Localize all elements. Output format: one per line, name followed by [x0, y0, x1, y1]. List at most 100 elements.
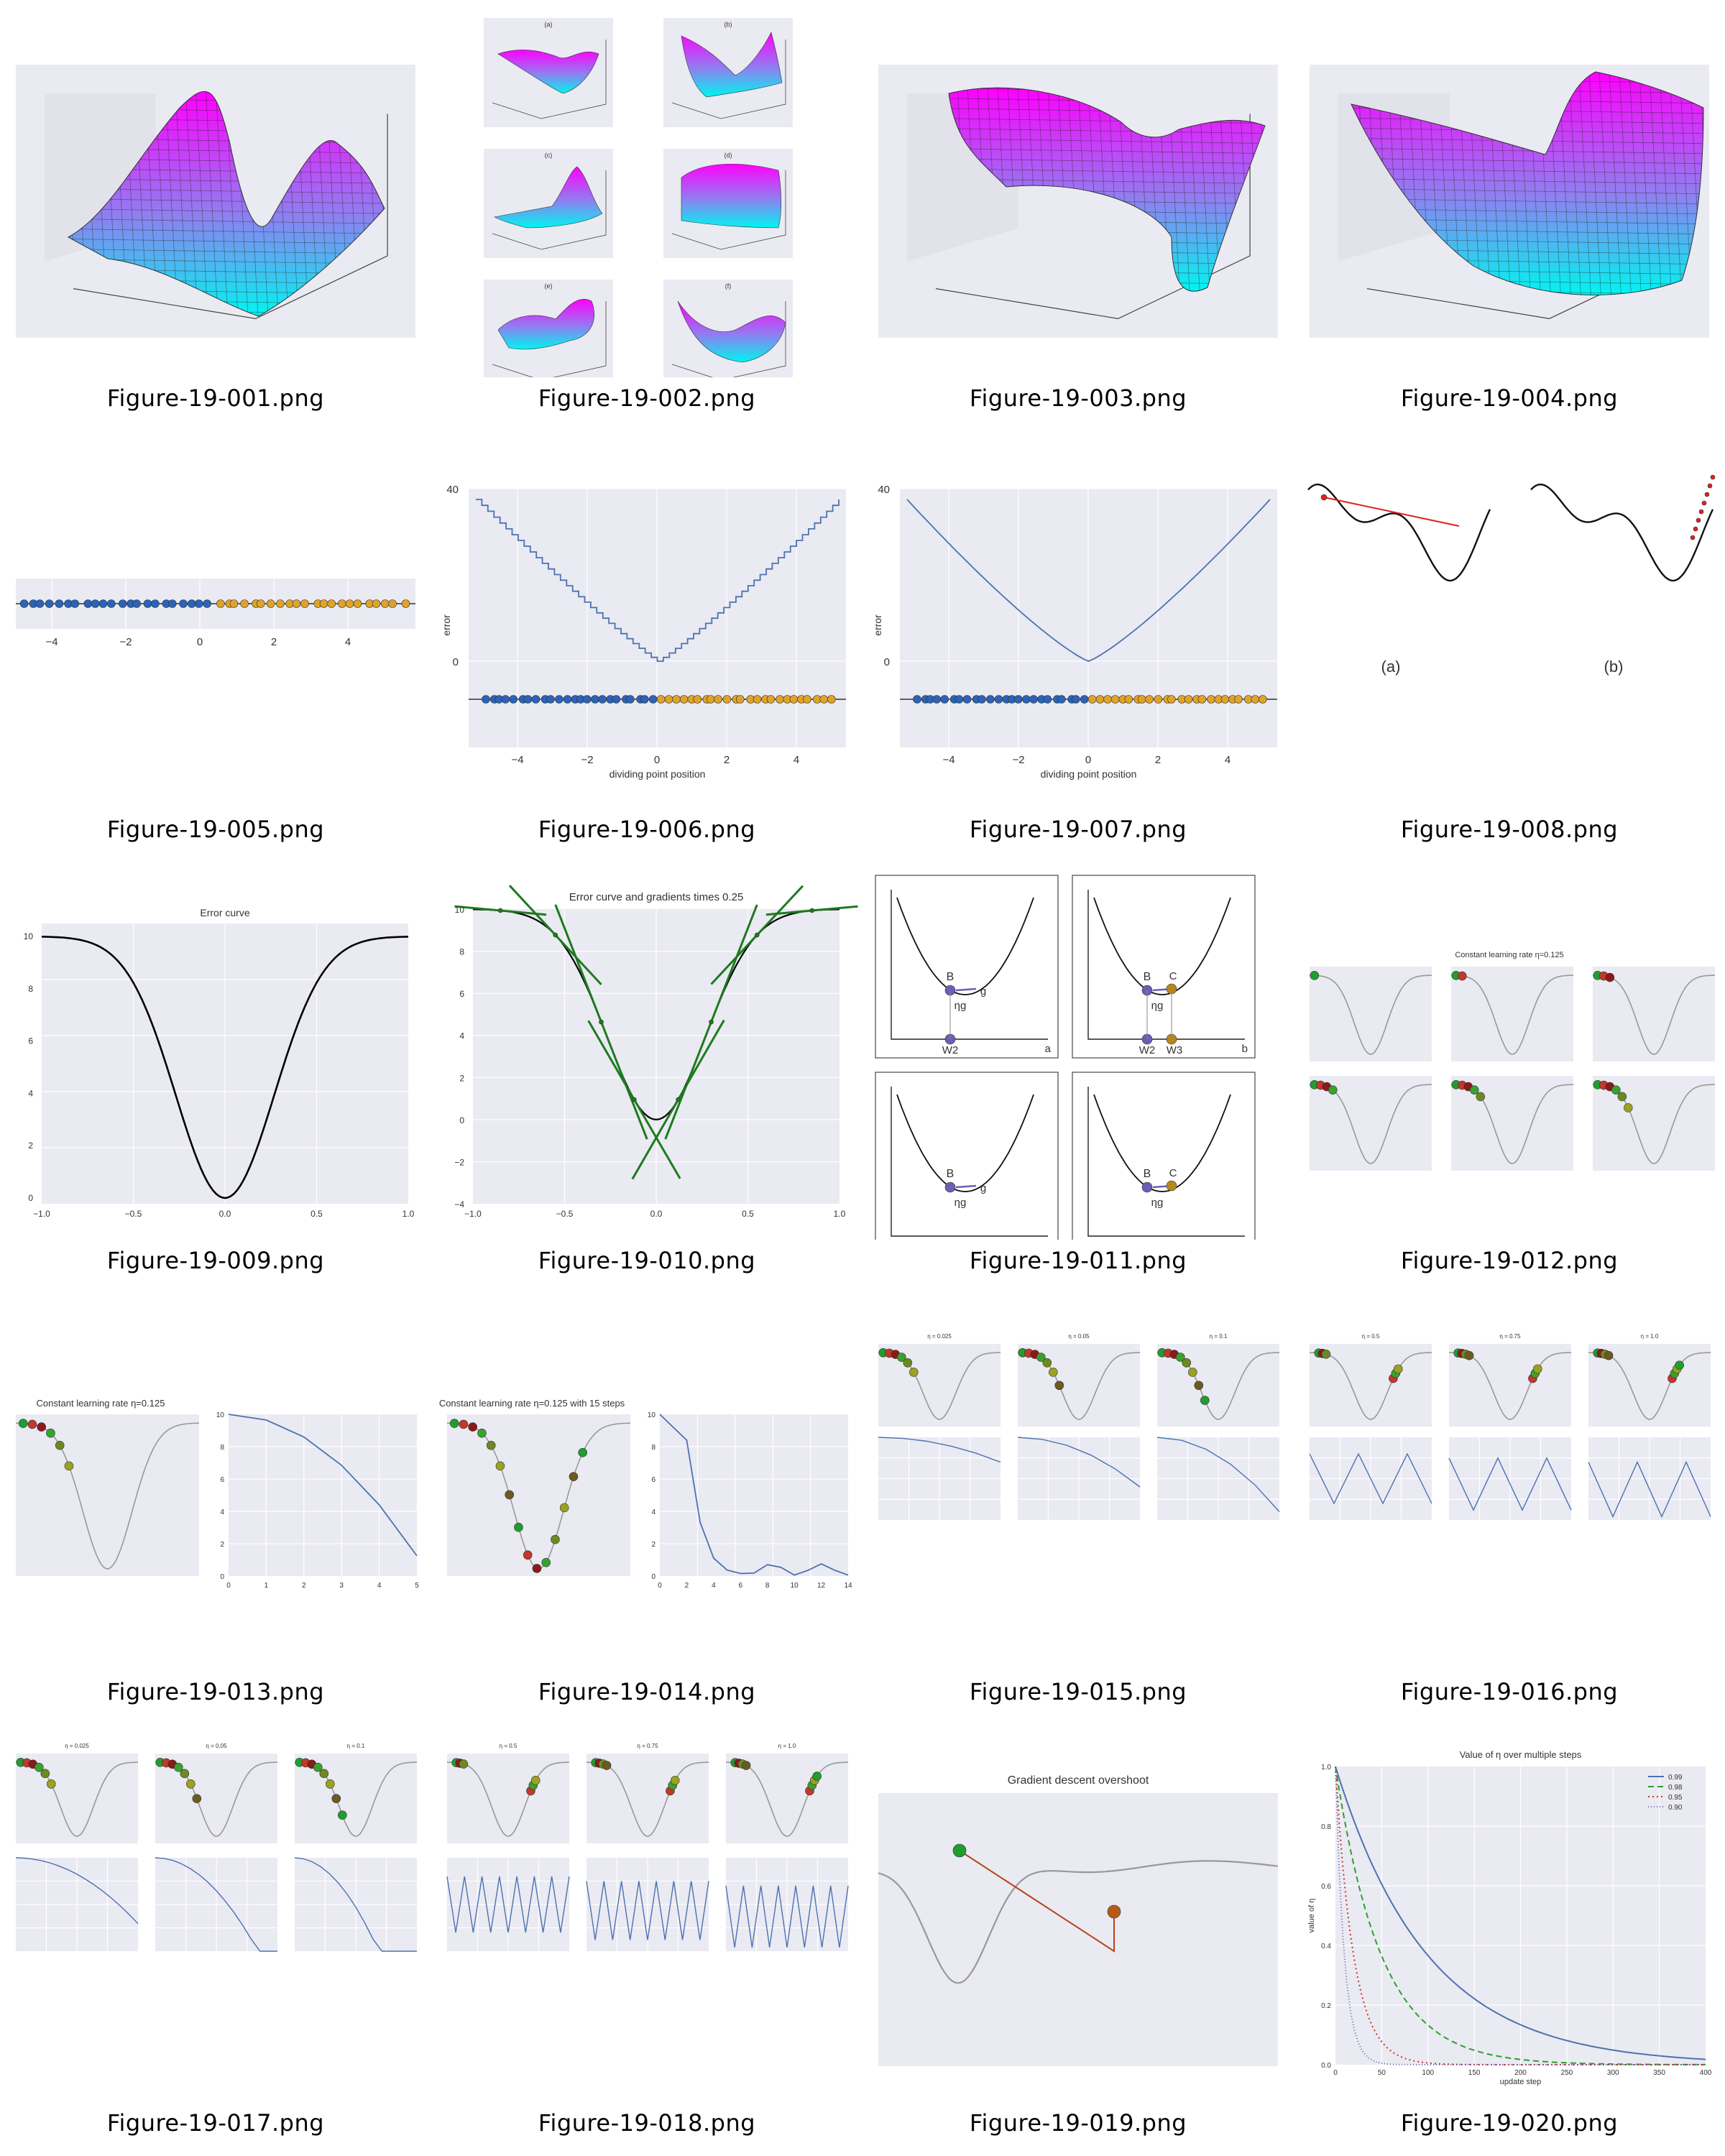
- surface-fill: [497, 299, 594, 350]
- step-dot: [741, 1761, 751, 1770]
- file-thumbnail[interactable]: (a) (b) (c) (d) (e) (f) Figure-19-002.png: [431, 0, 862, 431]
- file-thumbnail[interactable]: Constant learning rate η=0.125 Figure-19-…: [1294, 862, 1725, 1294]
- thumbnail-image[interactable]: (a) (b): [1294, 431, 1725, 808]
- step-dot: [337, 1810, 347, 1820]
- file-thumbnail[interactable]: −4 −2 0 2 4 Figure-19-005.png: [0, 431, 431, 862]
- x-tick-label: 300: [1607, 2069, 1619, 2077]
- file-name-label: Figure-19-019.png: [969, 2109, 1187, 2137]
- thumbnail-image[interactable]: η = 0.5 η = 0.75 η = 1.0: [1294, 1294, 1725, 1671]
- thumbnail-image[interactable]: Value of η over multiple steps 0.99 0.98 0.…: [1294, 1725, 1725, 2102]
- file-thumbnail[interactable]: Constant learning rate η=0.125 10 8 6 4 2 0 0 1 2…: [0, 1294, 431, 1725]
- thumbnail-image[interactable]: (a) (b) (c) (d) (e) (f): [431, 0, 862, 377]
- file-name-label: Figure-19-013.png: [106, 1678, 325, 1705]
- sample-dot: [300, 599, 309, 608]
- thumbnail-image[interactable]: BgηgW2aBCηgW2W3bBgηgcBCηgd: [862, 862, 1294, 1240]
- thumbnail-image[interactable]: Error curve and gradients times 0.25 10 8 6…: [431, 862, 862, 1240]
- sample-dot: [55, 599, 64, 608]
- dots-plot: −4 −2 0 2 4: [16, 579, 415, 648]
- step-dot: [1328, 1085, 1338, 1095]
- step-dot: [64, 1461, 74, 1471]
- sample-dot: [1110, 695, 1120, 704]
- thumbnail-image[interactable]: Error curve 10 8 6 4 2 0 −1.0 −0.5 0.0 0.5 1.0: [0, 862, 431, 1240]
- thumbnail-graphic: [878, 65, 1278, 338]
- file-thumbnail[interactable]: Error curve and gradients times 0.25 10 8 6…: [431, 862, 862, 1294]
- subplot-background: [1310, 1344, 1432, 1427]
- label-b: B: [1144, 971, 1151, 983]
- x-tick-label: 4: [1225, 754, 1230, 766]
- thumbnail-image[interactable]: 40 0 −4 −2 0 2 4 dividing point position error: [431, 431, 862, 808]
- thumbnail-image[interactable]: [1294, 0, 1725, 377]
- thumbnail-graphic: η = 0.025 η = 0.05 η = 0.1: [15, 1743, 417, 1952]
- file-thumbnail[interactable]: (a) (b) Figure-19-008.png: [1294, 431, 1725, 862]
- axis-frame: [73, 114, 388, 320]
- loss-curve: [155, 1857, 277, 1952]
- decay-curve: [1335, 1766, 1706, 2065]
- x-tick-label: −1.0: [33, 1209, 50, 1219]
- sample-dot: [1137, 695, 1146, 704]
- start-point: [1320, 494, 1328, 501]
- file-thumbnail[interactable]: BgηgW2aBCηgW2W3bBgηgcBCηgdFigure-19-011.…: [862, 862, 1294, 1294]
- thumbnail-image[interactable]: −4 −2 0 2 4: [0, 431, 431, 808]
- file-thumbnail[interactable]: Figure-19-001.png: [0, 0, 431, 431]
- file-thumbnail[interactable]: η = 0.5 η = 0.75 η = 1.0 Figure-19-016.png: [1294, 1294, 1725, 1725]
- file-thumbnail[interactable]: Constant learning rate η=0.125 with 15 s…: [431, 1294, 862, 1725]
- file-thumbnail[interactable]: η = 0.025 η = 0.05 η = 0.1 Figure-19-015.pn…: [862, 1294, 1294, 1725]
- chart-title: Error curve and gradients times 0.25: [569, 891, 744, 903]
- line-plot: Error curve and gradients times 0.25 10 8 6…: [454, 885, 858, 1219]
- thumbnail-image[interactable]: 40 0 −4 −2 0 2 4 dividing point position error: [862, 431, 1294, 808]
- file-name-label: Figure-19-002.png: [538, 384, 756, 412]
- file-thumbnail[interactable]: Value of η over multiple steps 0.99 0.98 0.…: [1294, 1725, 1725, 2156]
- loss-curve: [1309, 1452, 1432, 1505]
- x-tick-label: 0: [654, 754, 660, 766]
- step-dot: [313, 1762, 323, 1772]
- thumbnail-image[interactable]: η = 0.025 η = 0.05 η = 0.1: [0, 1725, 431, 2102]
- step-dot: [495, 1461, 505, 1471]
- sample-dot: [1057, 695, 1066, 704]
- sample-dot: [179, 599, 188, 608]
- steps-and-loss-plot: Constant learning rate η=0.125 with 15 s…: [439, 1398, 852, 1590]
- x-tick-label: −0.5: [125, 1209, 142, 1219]
- diagram-panel-b: B Cηg W2 W3 b: [1072, 875, 1256, 1059]
- file-thumbnail[interactable]: Figure-19-003.png: [862, 0, 1294, 431]
- file-thumbnail[interactable]: η = 0.025 η = 0.05 η = 0.1 Figure-19-017.pn…: [0, 1725, 431, 2156]
- thumbnail-image[interactable]: Constant learning rate η=0.125: [1294, 862, 1725, 1240]
- sample-dot: [1080, 695, 1089, 704]
- step-dot: [55, 1440, 65, 1450]
- error-curve: [906, 499, 1271, 662]
- file-thumbnail[interactable]: 40 0 −4 −2 0 2 4 dividing point position error Fi…: [431, 431, 862, 862]
- thumbnail-graphic: η = 0.025 η = 0.05 η = 0.1: [878, 1333, 1280, 1520]
- file-thumbnail[interactable]: Error curve 10 8 6 4 2 0 −1.0 −0.5 0.0 0.5 1.0 Figur…: [0, 862, 431, 1294]
- file-thumbnail[interactable]: η = 0.5 η = 0.75 η = 1.0 Figure-19-018.png: [431, 1725, 862, 2156]
- error-curve: [1309, 975, 1432, 1055]
- file-thumbnail[interactable]: Figure-19-004.png: [1294, 0, 1725, 431]
- sample-dot: [766, 695, 776, 704]
- x-tick-label: −4: [942, 754, 954, 766]
- y-tick-label: 8: [459, 947, 464, 957]
- y-tick-label: 2: [28, 1141, 33, 1151]
- thumbnail-image[interactable]: Gradient descent overshoot: [862, 1725, 1294, 2102]
- step-dot: [1310, 971, 1320, 980]
- thumbnail-graphic: [16, 65, 415, 338]
- thumbnail-image[interactable]: Constant learning rate η=0.125 with 15 s…: [431, 1294, 862, 1671]
- thumbnail-image[interactable]: [862, 0, 1294, 377]
- thumbnail-image[interactable]: [0, 0, 431, 377]
- sample-dot: [19, 599, 29, 608]
- file-thumbnail[interactable]: 40 0 −4 −2 0 2 4 dividing point position error Fi…: [862, 431, 1294, 862]
- surface-fill: [681, 32, 783, 98]
- subplot-title: η = 0.75: [1499, 1333, 1521, 1340]
- error-plot: 40 0 −4 −2 0 2 4 dividing point position error: [872, 484, 1277, 780]
- surface-plot: [1310, 65, 1709, 338]
- label-c: C: [1169, 1167, 1177, 1179]
- thumbnail-graphic: Constant learning rate η=0.125 10 8 6 4 2 00 1 2…: [15, 1398, 419, 1590]
- file-name-label: Figure-19-016.png: [1400, 1678, 1619, 1705]
- axis-frame: [492, 170, 607, 250]
- sample-dot: [546, 695, 555, 704]
- thumbnail-image[interactable]: η = 0.025 η = 0.05 η = 0.1: [862, 1294, 1294, 1671]
- thumbnail-graphic: Error curve 10 8 6 4 2 0−1.0 −0.5 0.0 0.5 1.0: [24, 907, 415, 1219]
- thumbnail-image[interactable]: η = 0.5 η = 0.75 η = 1.0: [431, 1725, 862, 2102]
- thumbnail-image[interactable]: Constant learning rate η=0.125 10 8 6 4 2 0 0 1 2…: [0, 1294, 431, 1671]
- file-thumbnail[interactable]: Gradient descent overshoot Figure-19-019.…: [862, 1725, 1294, 2156]
- surface-subplot: (d): [663, 149, 793, 258]
- step-dot: [18, 1419, 28, 1428]
- sample-dot: [523, 695, 533, 704]
